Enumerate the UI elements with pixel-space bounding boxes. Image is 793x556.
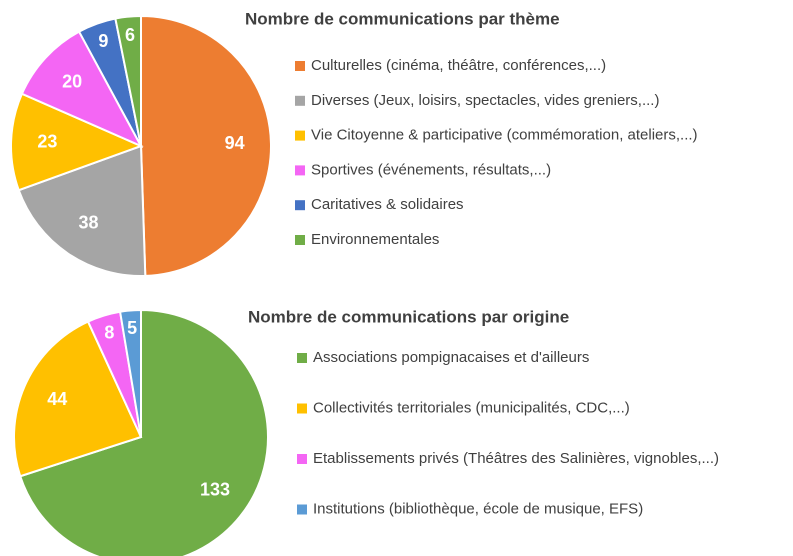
legend-swatch (295, 95, 305, 106)
legend-swatch (295, 130, 305, 141)
pie-slice (18, 308, 269, 556)
legend-label: Collectivités territoriales (municipalit… (313, 399, 630, 416)
legend-label: Sportives (événements, résultats,...) (311, 161, 551, 178)
pie-slice (20, 30, 144, 149)
chart-title: Nombre de communications par origine (248, 307, 569, 326)
legend-label: Caritatives & solidaires (311, 196, 464, 213)
pie-slice (13, 320, 143, 478)
data-label: 20 (62, 71, 82, 91)
legend-swatch (297, 504, 307, 515)
pie-slice (17, 144, 147, 277)
legend-label: Diverses (Jeux, loisirs, spectacles, vid… (311, 92, 659, 109)
legend-swatch (297, 403, 307, 414)
legend-label: Environnementales (311, 231, 439, 248)
data-label: 6 (125, 25, 135, 45)
legend-label: Etablissements privés (Théâtres des Sali… (313, 450, 719, 467)
legend-swatch (295, 165, 305, 176)
pie-slice (114, 14, 142, 147)
data-label: 5 (127, 318, 137, 338)
data-label: 8 (104, 323, 114, 343)
data-label: 23 (37, 132, 57, 152)
data-label: 94 (225, 133, 245, 153)
data-label: 44 (47, 389, 67, 409)
legend-swatch (297, 353, 307, 363)
data-label: 133 (200, 479, 230, 499)
legend-swatch (295, 235, 305, 245)
legend-swatch (297, 454, 307, 464)
data-label: 38 (79, 212, 99, 232)
data-label: 9 (98, 31, 108, 51)
chart-title: Nombre de communications par thème (245, 9, 560, 28)
pie-slice (140, 14, 272, 277)
legend-label: Institutions (bibliothèque, école de mus… (313, 500, 643, 517)
legend-label: Associations pompignacaises et d'ailleur… (313, 349, 589, 366)
legend-label: Vie Citoyenne & participative (commémora… (311, 127, 698, 144)
legend-swatch (295, 200, 305, 211)
pie-slice (10, 92, 144, 192)
pie-slice (118, 308, 142, 438)
legend-label: Culturelles (cinéma, théâtre, conférence… (311, 57, 606, 74)
legend-swatch (295, 61, 305, 71)
